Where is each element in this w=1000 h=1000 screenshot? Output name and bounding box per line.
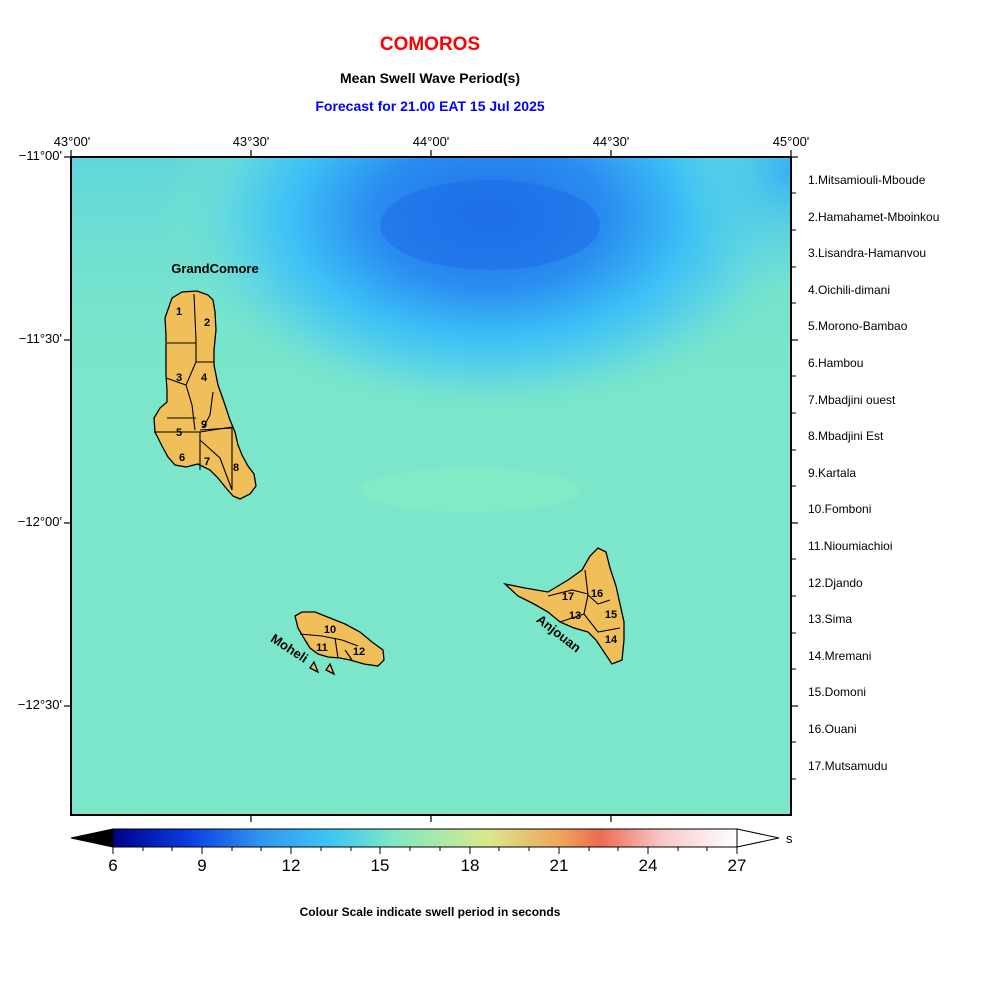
colorbar-ramp (112, 828, 738, 848)
legend-item: 2.Hamahamet-Mboinkou (808, 209, 940, 224)
lat-label-11-30: −11°30' (18, 331, 62, 346)
legend-item: 7.Mbadjini ouest (808, 392, 896, 407)
district-number-2: 2 (204, 317, 210, 329)
district-number-6: 6 (179, 452, 185, 464)
colorbar-tick-label: 15 (370, 856, 390, 875)
frame-ticks (64, 150, 798, 822)
legend-item: 1.Mitsamiouli-Mboude (808, 173, 926, 187)
legend-item: 15.Domoni (808, 685, 867, 700)
legend-item: 9.Kartala (808, 465, 857, 480)
district-number-7: 7 (204, 456, 210, 468)
legend-item: 16.Ouani (808, 721, 857, 736)
right-axis-minor-ticks (791, 192, 796, 780)
colorbar (70, 828, 780, 854)
district-number-8: 8 (233, 462, 239, 474)
grand-comore-island (153, 290, 257, 500)
legend-item: 6.Hambou (808, 355, 864, 370)
lat-label-12-00: −12°00' (17, 514, 62, 529)
swell-field (71, 157, 791, 815)
legend-item: 4.Oichili-dimani (808, 282, 891, 297)
district-number-13: 13 (569, 610, 581, 622)
lon-label-44-00: 44°00' (412, 134, 450, 149)
district-number-14: 14 (605, 634, 618, 646)
district-number-4: 4 (201, 372, 208, 384)
legend-item: 17.Mutsamudu (808, 758, 888, 773)
legend-item: 10.Fomboni (808, 502, 872, 517)
legend-item: 14.Mremani (808, 648, 872, 663)
district-number-1: 1 (176, 306, 182, 318)
district-legend: 1.Mitsamiouli-Mboude 2.Hamahamet-Mboinko… (808, 172, 939, 794)
district-number-15: 15 (605, 609, 617, 621)
colorbar-tick-label: 9 (197, 856, 207, 875)
colorbar-tick-label: 6 (108, 856, 118, 875)
district-number-5: 5 (176, 427, 182, 439)
district-number-12: 12 (353, 646, 365, 658)
colorbar-tick-label: 27 (727, 856, 747, 875)
legend-item: 3.Lisandra-Hamanvou (808, 246, 927, 261)
lon-label-44-30: 44°30' (592, 134, 630, 149)
colorbar-tick-label: 21 (549, 856, 569, 875)
map-title: COMOROS (379, 34, 481, 55)
lat-label-11-00: −11°00' (18, 148, 62, 163)
district-number-9: 9 (201, 419, 207, 431)
district-numbers: 1 2 3 4 5 6 7 8 9 10 11 12 13 14 15 16 1… (176, 306, 618, 658)
colorbar-low-arrow (70, 828, 114, 848)
district-number-3: 3 (176, 372, 182, 384)
lat-label-12-30: −12°30' (17, 697, 62, 712)
legend-item: 5.Morono-Bambao (808, 319, 908, 334)
colorbar-unit: s (786, 831, 793, 846)
colorbar-tick-label: 24 (638, 856, 658, 875)
colorbar-high-arrow (736, 828, 780, 848)
lon-label-45-00: 45°00' (772, 134, 810, 149)
district-number-17: 17 (562, 591, 574, 603)
colorbar-tick-label: 18 (460, 856, 480, 875)
district-number-11: 11 (316, 642, 328, 654)
parameter-subtitle: Mean Swell Wave Period(s) (340, 70, 520, 86)
colorbar-tick-label: 12 (281, 856, 301, 875)
forecast-time: Forecast for 21.00 EAT 15 Jul 2025 (315, 98, 545, 114)
colorbar-caption: Colour Scale indicate swell period in se… (299, 905, 561, 919)
legend-item: 8.Mbadjini Est (808, 429, 884, 444)
anjouan-island (502, 547, 625, 665)
lon-label-43-00: 43°00' (53, 134, 91, 149)
district-number-10: 10 (324, 624, 336, 636)
island-label-grand-comore: GrandComore (171, 261, 258, 276)
moheli-island (294, 611, 385, 676)
legend-item: 13.Sima (808, 612, 853, 627)
legend-item: 12.Djando (808, 575, 863, 590)
district-number-16: 16 (591, 588, 603, 600)
legend-item: 11.Nioumiachioi (808, 538, 893, 553)
lon-label-43-30: 43°30' (232, 134, 270, 149)
